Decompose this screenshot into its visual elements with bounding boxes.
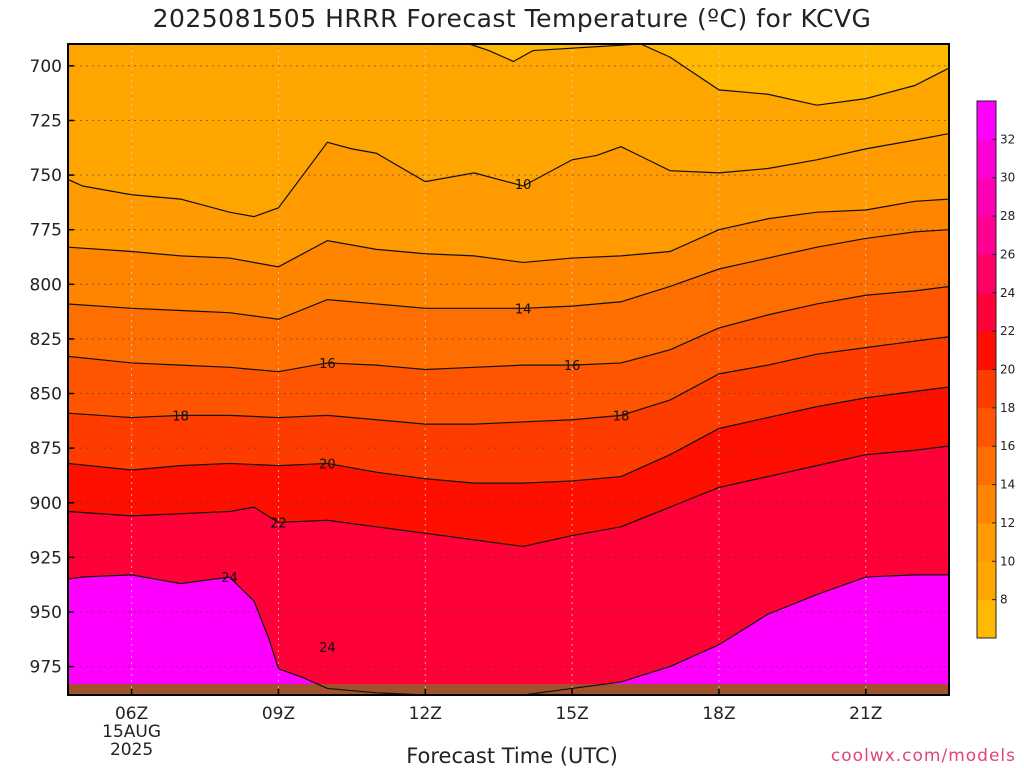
- y-tick-label: 875: [30, 439, 62, 459]
- isotherm-16: [68, 285, 949, 373]
- isotherm-18: [68, 336, 949, 425]
- colorbar-swatch: [977, 599, 996, 639]
- isotherm-lines: [68, 44, 949, 695]
- isotherm-label: 14: [515, 302, 532, 317]
- y-tick-label: 950: [30, 603, 62, 623]
- x-tick-label: 06Z: [115, 704, 148, 724]
- y-tick-label: 800: [30, 275, 62, 295]
- isotherm-8: [469, 44, 949, 106]
- colorbar-swatch: [977, 446, 996, 486]
- colorbar-label: 28: [1000, 209, 1015, 223]
- isotherm-label: 18: [172, 409, 189, 424]
- y-tick-label: 925: [30, 548, 62, 568]
- colorbar-swatch: [977, 101, 996, 140]
- x-tick-label: 12Z: [409, 704, 442, 724]
- colorbar-swatch: [977, 292, 996, 332]
- colorbar-swatch: [977, 177, 996, 217]
- y-tick-label: 975: [30, 658, 62, 678]
- y-tick-label: 900: [30, 494, 62, 514]
- colorbar-label: 24: [1000, 286, 1015, 300]
- ground-below-surface: [68, 684, 949, 695]
- y-tick-label: 700: [30, 57, 62, 77]
- colorbar-swatch: [977, 369, 996, 409]
- isotherm-label: 24: [221, 571, 238, 586]
- colorbar-label: 8: [1000, 593, 1008, 607]
- colorbar-swatch: [977, 484, 996, 524]
- colorbar-label: 14: [1000, 478, 1015, 492]
- colorbar-label: 16: [1000, 439, 1015, 453]
- isotherm-label: 22: [270, 516, 287, 531]
- colorbar-label: 32: [1000, 132, 1015, 146]
- y-tick-label: 775: [30, 221, 62, 241]
- colorbar-swatch: [977, 254, 996, 294]
- x-axis-label: Forecast Time (UTC): [406, 744, 618, 768]
- colorbar-swatch: [977, 522, 996, 562]
- isotherm-label: 20: [319, 457, 336, 472]
- colorbar-swatch: [977, 407, 996, 447]
- y-tick-label: 850: [30, 385, 62, 405]
- y-axis: 700 725 750 775 800 825 850 875 900 925 950 975: [30, 57, 74, 678]
- colorbar-swatch: [977, 331, 996, 370]
- temperature-fill-bands: [68, 44, 949, 695]
- colorbar-label: 18: [1000, 401, 1015, 415]
- chart-title: 2025081505 HRRR Forecast Temperature (ºC…: [152, 4, 872, 33]
- isotherm-14: [68, 229, 949, 320]
- x-tick-label: 18Z: [702, 704, 735, 724]
- x-tick-label: 09Z: [262, 704, 295, 724]
- x-tick-label: 21Z: [849, 704, 882, 724]
- isotherm-label: 10: [515, 178, 532, 193]
- colorbar-label: 22: [1000, 324, 1015, 338]
- isotherm-24: [68, 574, 949, 695]
- source-credit: coolwx.com/models: [830, 746, 1016, 766]
- colorbar-label: 12: [1000, 516, 1015, 530]
- isotherm-label: 16: [319, 357, 336, 372]
- x-tick-sublabel: 15AUG: [102, 722, 161, 742]
- colorbar-swatch: [977, 139, 996, 179]
- grid-lines: [68, 44, 949, 695]
- x-tick-sublabel: 2025: [110, 740, 153, 760]
- colorbar-label: 26: [1000, 247, 1015, 261]
- isotherm-20: [68, 386, 949, 484]
- colorbar-swatch: [977, 216, 996, 255]
- colorbar-label: 10: [1000, 554, 1015, 568]
- isotherm-label: 16: [564, 359, 581, 374]
- colorbar-swatch: [977, 561, 996, 601]
- colorbar-label: 30: [1000, 171, 1015, 185]
- y-tick-label: 825: [30, 330, 62, 350]
- y-tick-label: 750: [30, 166, 62, 186]
- colorbar: 8 10 12 14 16 18 20 22 24 26 28 30 32: [976, 100, 1015, 639]
- isotherm-label: 24: [319, 641, 336, 656]
- plot-frame: [67, 43, 950, 696]
- isotherm-labels: 10 14 16 16 18 18 20 22 24 24: [172, 178, 629, 656]
- colorbar-label: 20: [1000, 363, 1015, 377]
- isotherm-22: [68, 445, 949, 548]
- isotherm-10: [68, 132, 949, 218]
- ground-layer: [68, 684, 949, 695]
- y-tick-label: 725: [30, 111, 62, 131]
- x-tick-label: 15Z: [555, 704, 588, 724]
- isotherm-label: 18: [613, 409, 630, 424]
- isotherm-12: [68, 198, 949, 268]
- fill-band-coldest: [469, 44, 949, 106]
